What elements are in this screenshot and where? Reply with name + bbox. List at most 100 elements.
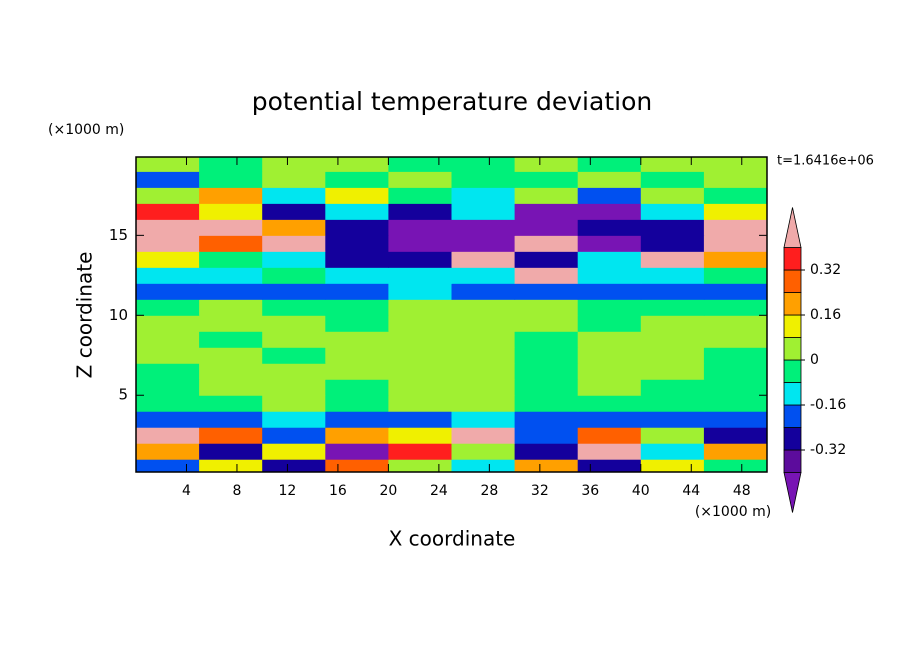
field-cell xyxy=(577,395,642,412)
field-cell xyxy=(451,427,516,444)
field-cell xyxy=(514,443,579,460)
x-axis-label: X coordinate xyxy=(389,527,516,551)
field-cell xyxy=(199,187,263,204)
field-cell xyxy=(388,347,452,364)
field-cell xyxy=(451,157,516,172)
field-cell xyxy=(262,187,326,204)
field-cell xyxy=(388,331,452,348)
colorbar-label: 0 xyxy=(810,352,819,368)
x-tick-label: 48 xyxy=(733,483,751,499)
field-cell xyxy=(325,347,389,364)
field-cell xyxy=(325,363,389,380)
field-cell xyxy=(388,363,452,380)
field-cell xyxy=(514,411,579,428)
field-cell xyxy=(199,171,263,188)
field-cell xyxy=(577,235,642,252)
field-cell xyxy=(640,363,705,380)
field-cell xyxy=(451,203,516,220)
field-cell xyxy=(262,411,326,428)
x-unit: (×1000 m) xyxy=(695,504,771,520)
field-cell xyxy=(325,203,389,220)
field-cell xyxy=(262,171,326,188)
field xyxy=(136,157,767,472)
field-cell xyxy=(388,443,452,460)
field-cell xyxy=(577,171,642,188)
x-tick-label: 12 xyxy=(279,483,297,499)
field-cell xyxy=(703,347,767,364)
field-cell xyxy=(640,395,705,412)
field-cell xyxy=(577,427,642,444)
field-cell xyxy=(577,459,642,472)
colorbar-segment xyxy=(783,404,802,428)
field-cell xyxy=(199,379,263,396)
field-cell xyxy=(703,219,767,236)
field-cell xyxy=(514,395,579,412)
field-cell xyxy=(514,331,579,348)
field-cell xyxy=(136,251,200,268)
field-cell xyxy=(451,187,516,204)
x-tick-label: 24 xyxy=(430,483,448,499)
y-unit: (×1000 m) xyxy=(48,122,124,138)
field-cell xyxy=(577,157,642,172)
colorbar-segment xyxy=(783,382,802,406)
colorbar-segment xyxy=(783,292,802,316)
field-cell xyxy=(199,427,263,444)
field-cell xyxy=(577,203,642,220)
field-cell xyxy=(577,411,642,428)
field-cell xyxy=(640,347,705,364)
x-tick-label: 28 xyxy=(480,483,498,499)
field-cell xyxy=(451,251,516,268)
y-tick-label: 10 xyxy=(109,306,128,324)
field-cell xyxy=(451,299,516,316)
field-cell xyxy=(136,459,200,472)
field-cell xyxy=(640,219,705,236)
field-cell xyxy=(136,347,200,364)
field-cell xyxy=(262,395,326,412)
field-cell xyxy=(640,411,705,428)
field-cell xyxy=(640,315,705,332)
field-cell xyxy=(325,251,389,268)
field-cell xyxy=(514,219,579,236)
field-cell xyxy=(325,315,389,332)
field-cell xyxy=(640,267,705,284)
field-cell xyxy=(136,331,200,348)
field-cell xyxy=(640,459,705,472)
field-cell xyxy=(388,251,452,268)
field-cell xyxy=(325,219,389,236)
field-cell xyxy=(640,187,705,204)
y-tick-label: 5 xyxy=(118,386,128,404)
field-cell xyxy=(262,299,326,316)
field-cell xyxy=(703,203,767,220)
field-cell xyxy=(199,459,263,472)
field-cell xyxy=(514,157,579,172)
field-cell xyxy=(451,443,516,460)
field-cell xyxy=(199,299,263,316)
y-tick-label: 15 xyxy=(109,226,128,244)
field-cell xyxy=(388,171,452,188)
field-cell xyxy=(577,331,642,348)
field-cell xyxy=(262,157,326,172)
field-cell xyxy=(514,187,579,204)
field-cell xyxy=(577,299,642,316)
colorbar-segment xyxy=(783,247,802,271)
field-cell xyxy=(199,411,263,428)
field-cell xyxy=(703,379,767,396)
field-cell xyxy=(388,395,452,412)
field-cell xyxy=(703,157,767,172)
field-cell xyxy=(577,379,642,396)
field-cell xyxy=(136,187,200,204)
field-cell xyxy=(199,331,263,348)
field-cell xyxy=(640,443,705,460)
x-tick-label: 8 xyxy=(232,483,241,499)
field-cell xyxy=(262,443,326,460)
field-cell xyxy=(136,157,200,172)
field-cell xyxy=(577,363,642,380)
field-cell xyxy=(577,219,642,236)
colorbar-segment xyxy=(783,269,802,293)
field-cell xyxy=(136,235,200,252)
colorbar-segment xyxy=(783,314,802,338)
field-cell xyxy=(640,251,705,268)
field-cell xyxy=(136,443,200,460)
colorbar-segment xyxy=(783,427,802,451)
